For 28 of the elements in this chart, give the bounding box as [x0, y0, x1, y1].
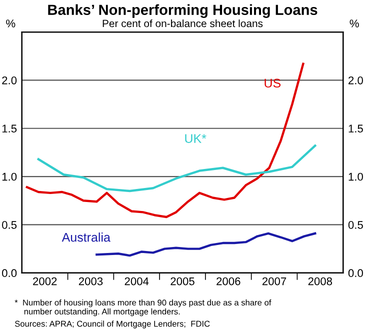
x-tick-label: 2003: [78, 277, 103, 286]
y2-tick-label: 0.5: [348, 220, 363, 229]
chart-title: Banks’ Non-performing Housing Loans: [48, 4, 318, 18]
text: UK*: [185, 134, 206, 143]
source-note: Sources: APRA; Council of Mortgage Lenders; FDIC: [14, 320, 210, 328]
x-tick-label: 2002: [33, 277, 57, 286]
y-tick-label: 0.0: [2, 269, 17, 278]
y-tick-label: 0.5: [2, 220, 17, 229]
line-series: [26, 62, 304, 218]
line-series: [37, 144, 316, 192]
y-tick-label: 1.0: [2, 172, 17, 181]
text: * Number of housing loans more than 90 days past due as a share of number outstanding. All mortgage lenders.: [14, 299, 272, 316]
y2-tick-label: 1.0: [348, 172, 363, 181]
y-axis-title: %: [6, 20, 16, 28]
y2-axis-title: %: [350, 20, 359, 28]
x-tick-label: 2005: [170, 277, 194, 286]
x-tick-label: 2006: [216, 277, 240, 286]
chart-subtitle: Per cent of on-balance sheet loans: [102, 20, 263, 28]
x-tick-label: 2007: [262, 277, 286, 286]
y-tick-label: 1.5: [2, 124, 17, 133]
y2-tick-label: 2.0: [348, 76, 363, 84]
x-tick-label: 2008: [308, 277, 332, 286]
series-label: Australia: [62, 232, 110, 242]
y2-tick-label: 0.0: [348, 269, 363, 278]
y-tick-label: 2.0: [2, 76, 17, 84]
x-tick-label: 2004: [124, 277, 149, 286]
series-label: US: [264, 78, 281, 88]
y2-tick-label: 1.5: [348, 124, 363, 133]
